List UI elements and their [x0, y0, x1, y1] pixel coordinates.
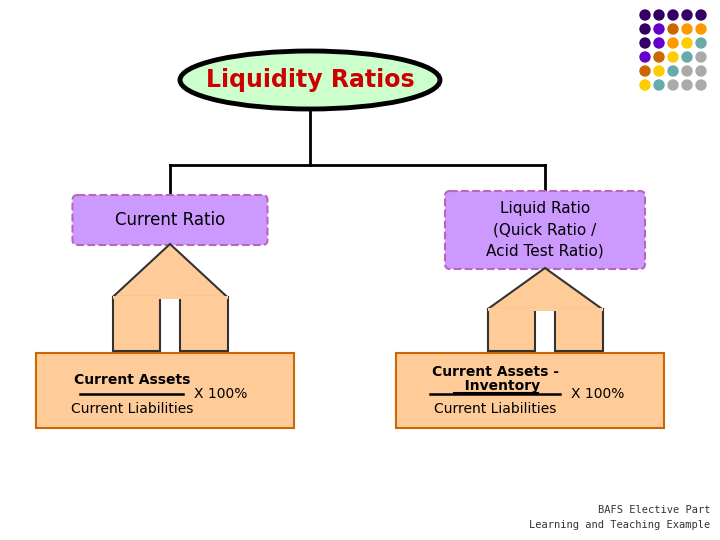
- Bar: [180, 297, 228, 350]
- Circle shape: [668, 38, 678, 48]
- FancyBboxPatch shape: [445, 191, 645, 269]
- Text: Current Ratio: Current Ratio: [115, 211, 225, 229]
- Circle shape: [640, 66, 650, 76]
- Text: X 100%: X 100%: [571, 387, 625, 401]
- Text: Current Liabilities: Current Liabilities: [434, 402, 556, 416]
- Circle shape: [654, 38, 664, 48]
- Text: Current Assets -: Current Assets -: [431, 365, 559, 379]
- Circle shape: [696, 80, 706, 90]
- Circle shape: [682, 80, 692, 90]
- Circle shape: [654, 52, 664, 62]
- Text: Liquidity Ratios: Liquidity Ratios: [206, 68, 414, 92]
- Text: Current Liabilities: Current Liabilities: [71, 402, 193, 416]
- FancyBboxPatch shape: [396, 353, 664, 428]
- Circle shape: [682, 52, 692, 62]
- Circle shape: [696, 38, 706, 48]
- Bar: [487, 308, 603, 311]
- Circle shape: [654, 80, 664, 90]
- Circle shape: [696, 10, 706, 20]
- Circle shape: [654, 66, 664, 76]
- Ellipse shape: [180, 51, 440, 109]
- Polygon shape: [112, 244, 228, 297]
- Bar: [112, 296, 228, 299]
- Text: X 100%: X 100%: [194, 387, 248, 401]
- Text: BAFS Elective Part
Learning and Teaching Example: BAFS Elective Part Learning and Teaching…: [528, 505, 710, 530]
- Circle shape: [696, 52, 706, 62]
- Circle shape: [682, 66, 692, 76]
- Circle shape: [640, 10, 650, 20]
- Circle shape: [668, 10, 678, 20]
- Circle shape: [668, 66, 678, 76]
- Circle shape: [640, 52, 650, 62]
- Circle shape: [682, 24, 692, 34]
- FancyBboxPatch shape: [73, 195, 268, 245]
- Text: Current Assets: Current Assets: [74, 373, 190, 387]
- Text: Inventory: Inventory: [450, 379, 540, 393]
- Bar: [487, 309, 535, 350]
- Circle shape: [668, 24, 678, 34]
- Circle shape: [640, 38, 650, 48]
- Circle shape: [696, 24, 706, 34]
- Circle shape: [682, 10, 692, 20]
- Circle shape: [668, 52, 678, 62]
- Circle shape: [654, 24, 664, 34]
- Circle shape: [640, 24, 650, 34]
- Bar: [112, 297, 160, 350]
- Circle shape: [640, 80, 650, 90]
- Bar: [555, 309, 603, 350]
- Circle shape: [654, 10, 664, 20]
- Circle shape: [668, 80, 678, 90]
- Polygon shape: [487, 268, 603, 309]
- Circle shape: [682, 38, 692, 48]
- FancyBboxPatch shape: [36, 353, 294, 428]
- Text: Liquid Ratio
(Quick Ratio /
Acid Test Ratio): Liquid Ratio (Quick Ratio / Acid Test Ra…: [486, 201, 604, 259]
- Circle shape: [696, 66, 706, 76]
